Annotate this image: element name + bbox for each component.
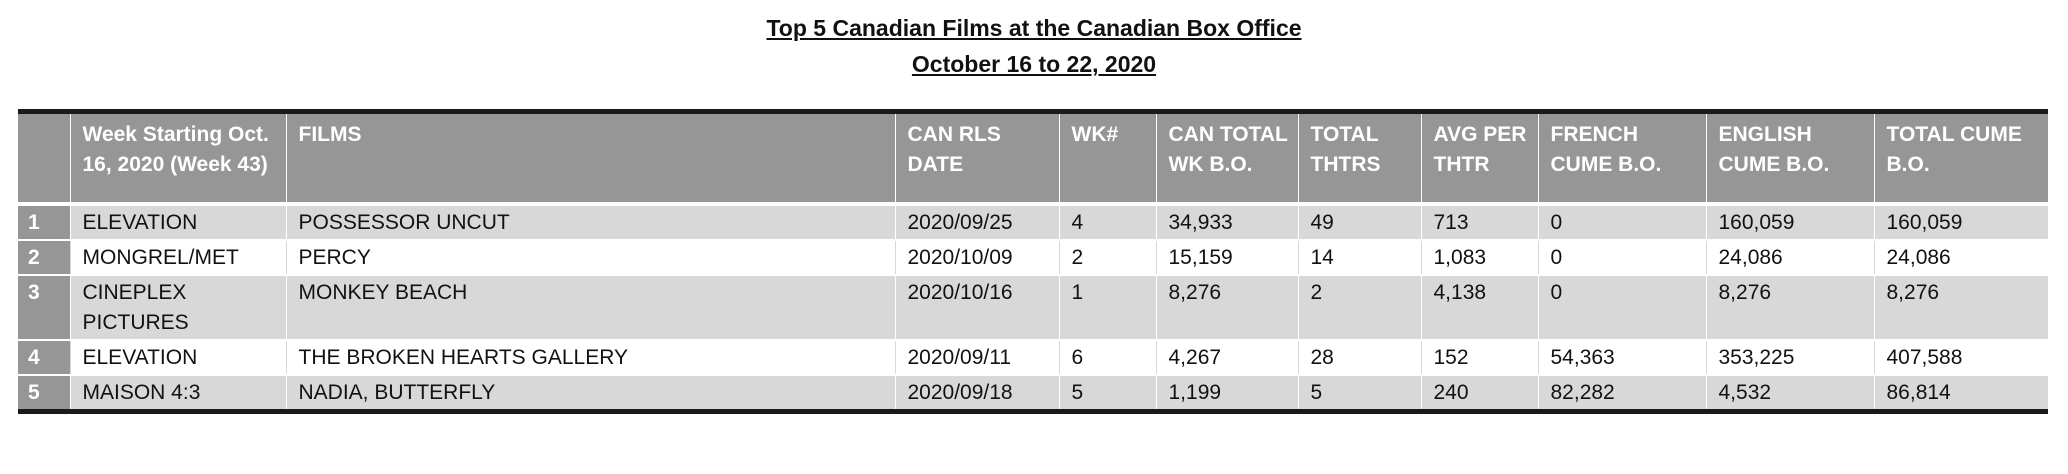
total-cume-cell: 160,059 — [1873, 204, 2048, 240]
rank-cell: 4 — [18, 340, 70, 375]
table-row: 3 CINEPLEX PICTURES MONKEY BEACH 2020/10… — [18, 275, 2048, 340]
header-week-box-office: CAN TOTAL WK B.O. — [1155, 111, 1298, 204]
header-release-date: CAN RLS DATE — [894, 111, 1059, 204]
table-header-row: Week Starting Oct. 16, 2020 (Week 43) FI… — [18, 111, 2048, 204]
header-french-cume: FRENCH CUME B.O. — [1537, 111, 1706, 204]
film-cell: POSSESSOR UNCUT — [285, 204, 895, 240]
header-avg-per-theatre: AVG PER THTR — [1420, 111, 1538, 204]
week-box-office-cell: 1,199 — [1155, 375, 1298, 412]
rank-cell: 3 — [18, 275, 70, 340]
header-english-cume: ENGLISH CUME B.O. — [1705, 111, 1874, 204]
film-cell: MONKEY BEACH — [285, 275, 895, 340]
french-cume-cell: 82,282 — [1537, 375, 1706, 412]
week-number-cell: 4 — [1058, 204, 1156, 240]
avg-per-theatre-cell: 152 — [1420, 340, 1538, 375]
title-line-1: Top 5 Canadian Films at the Canadian Box… — [766, 15, 1302, 41]
week-number-cell: 2 — [1058, 240, 1156, 275]
theatres-cell: 5 — [1297, 375, 1421, 412]
release-date-cell: 2020/10/16 — [894, 275, 1059, 340]
table-row: 4 ELEVATION THE BROKEN HEARTS GALLERY 20… — [18, 340, 2048, 375]
total-cume-cell: 24,086 — [1873, 240, 2048, 275]
total-cume-cell: 8,276 — [1873, 275, 2048, 340]
english-cume-cell: 24,086 — [1705, 240, 1874, 275]
header-films: FILMS — [285, 111, 895, 204]
avg-per-theatre-cell: 4,138 — [1420, 275, 1538, 340]
total-cume-cell: 407,588 — [1873, 340, 2048, 375]
header-week-number: WK# — [1058, 111, 1156, 204]
french-cume-cell: 54,363 — [1537, 340, 1706, 375]
film-cell: PERCY — [285, 240, 895, 275]
theatres-cell: 2 — [1297, 275, 1421, 340]
film-cell: THE BROKEN HEARTS GALLERY — [285, 340, 895, 375]
release-date-cell: 2020/09/18 — [894, 375, 1059, 412]
table-row: 5 MAISON 4:3 NADIA, BUTTERFLY 2020/09/18… — [18, 375, 2048, 412]
release-date-cell: 2020/10/09 — [894, 240, 1059, 275]
total-cume-cell: 86,814 — [1873, 375, 2048, 412]
theatres-cell: 28 — [1297, 340, 1421, 375]
distributor-cell: CINEPLEX PICTURES — [69, 275, 286, 340]
header-week-starting: Week Starting Oct. 16, 2020 (Week 43) — [69, 111, 286, 204]
table-row: 1 ELEVATION POSSESSOR UNCUT 2020/09/25 4… — [18, 204, 2048, 240]
header-total-theatres: TOTAL THTRS — [1297, 111, 1421, 204]
theatres-cell: 14 — [1297, 240, 1421, 275]
theatres-cell: 49 — [1297, 204, 1421, 240]
week-box-office-cell: 8,276 — [1155, 275, 1298, 340]
avg-per-theatre-cell: 240 — [1420, 375, 1538, 412]
week-box-office-cell: 15,159 — [1155, 240, 1298, 275]
english-cume-cell: 160,059 — [1705, 204, 1874, 240]
french-cume-cell: 0 — [1537, 204, 1706, 240]
french-cume-cell: 0 — [1537, 275, 1706, 340]
distributor-cell: MONGREL/MET — [69, 240, 286, 275]
film-cell: NADIA, BUTTERFLY — [285, 375, 895, 412]
english-cume-cell: 8,276 — [1705, 275, 1874, 340]
french-cume-cell: 0 — [1537, 240, 1706, 275]
title-line-2: October 16 to 22, 2020 — [911, 51, 1157, 77]
avg-per-theatre-cell: 713 — [1420, 204, 1538, 240]
distributor-cell: MAISON 4:3 — [69, 375, 286, 412]
rank-cell: 2 — [18, 240, 70, 275]
header-rank — [18, 111, 70, 204]
report-title: Top 5 Canadian Films at the Canadian Box… — [0, 10, 2068, 82]
week-box-office-cell: 4,267 — [1155, 340, 1298, 375]
english-cume-cell: 353,225 — [1705, 340, 1874, 375]
week-number-cell: 5 — [1058, 375, 1156, 412]
week-number-cell: 6 — [1058, 340, 1156, 375]
rank-cell: 5 — [18, 375, 70, 412]
distributor-cell: ELEVATION — [69, 340, 286, 375]
release-date-cell: 2020/09/11 — [894, 340, 1059, 375]
week-box-office-cell: 34,933 — [1155, 204, 1298, 240]
header-total-cume: TOTAL CUME B.O. — [1873, 111, 2048, 204]
english-cume-cell: 4,532 — [1705, 375, 1874, 412]
distributor-cell: ELEVATION — [69, 204, 286, 240]
box-office-table: Week Starting Oct. 16, 2020 (Week 43) FI… — [18, 109, 2048, 414]
rank-cell: 1 — [18, 204, 70, 240]
avg-per-theatre-cell: 1,083 — [1420, 240, 1538, 275]
table-row: 2 MONGREL/MET PERCY 2020/10/09 2 15,159 … — [18, 240, 2048, 275]
release-date-cell: 2020/09/25 — [894, 204, 1059, 240]
week-number-cell: 1 — [1058, 275, 1156, 340]
